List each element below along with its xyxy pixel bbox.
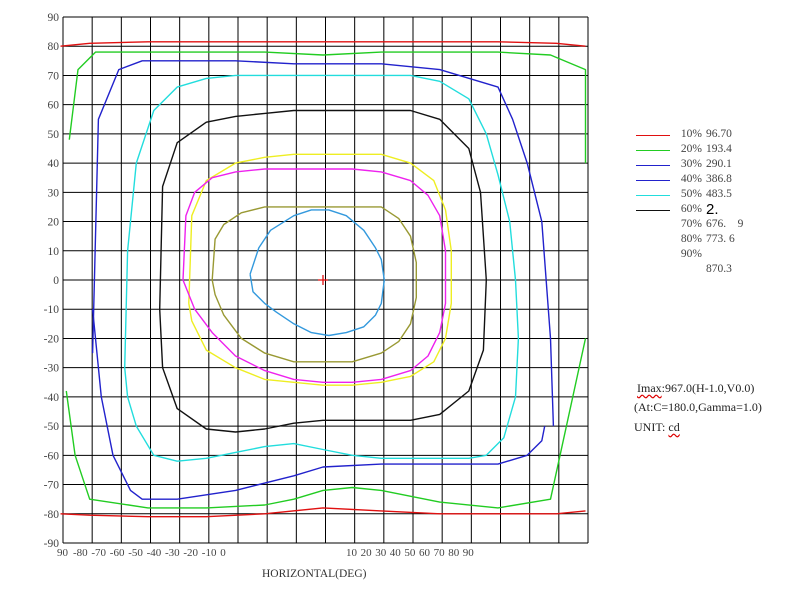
contour-60pct [159, 109, 487, 433]
contour-20pct [68, 51, 587, 164]
legend-value: 773. 6 [706, 233, 735, 245]
contour-curves [60, 41, 587, 518]
unit-prefix: UNIT: [634, 420, 669, 434]
x-tick-label: 90 [463, 547, 475, 559]
grid-lines [62, 16, 589, 544]
x-tick-label: -50 [128, 547, 143, 559]
y-tick-label: 90 [48, 12, 60, 24]
imax-label: Imax:967.0(H-1.0,V0.0) [637, 381, 754, 396]
legend-swatch [636, 135, 670, 136]
contour-10pct [60, 41, 586, 47]
legend-row: 40% 386.8 [632, 173, 800, 188]
legend-value: 2. [706, 201, 719, 218]
y-tick-label: -70 [44, 480, 60, 492]
unit-label: UNIT: cd [634, 420, 680, 435]
x-tick-label: 80 [448, 547, 460, 559]
legend-value: 290.1 [706, 158, 732, 170]
y-tick-label: 20 [48, 217, 60, 229]
legend-value: 870.3 [706, 263, 732, 275]
x-tick-label: 10 [346, 547, 358, 559]
contour-70pct [188, 153, 452, 386]
legend-percent: 10% [680, 128, 702, 140]
x-tick-label: -20 [183, 547, 198, 559]
imax-value: :967.0(H-1.0,V0.0) [661, 381, 755, 395]
legend-row: 70% 676. 9 [632, 218, 800, 233]
legend-value: 676. 9 [706, 218, 744, 230]
contour-30pct [91, 60, 555, 427]
legend-row: 80% 773. 6 [632, 233, 800, 248]
legend-percent: 90% [680, 248, 702, 260]
legend-percent: 50% [680, 188, 702, 200]
x-tick-label: 40 [390, 547, 402, 559]
legend-percent: 70% [680, 218, 702, 230]
legend-swatch [636, 180, 670, 181]
x-tick-labels: 90 -80 -70 -60 -50 -40 -30 -20 -10 0 10 20 30 40 50 60 7… [57, 547, 474, 559]
center-marker [318, 275, 328, 285]
legend-percent: 40% [680, 173, 702, 185]
x-tick-label: 70 [434, 547, 446, 559]
y-tick-label: 50 [48, 129, 60, 141]
legend-percent: 80% [680, 233, 702, 245]
contour-10pct [60, 507, 586, 518]
y-tick-label: 40 [48, 158, 60, 170]
legend-swatch [636, 165, 670, 166]
y-tick-label: -80 [44, 509, 60, 521]
legend-value: 96.70 [706, 128, 732, 140]
at-label: (At:C=180.0,Gamma=1.0) [634, 400, 762, 414]
y-tick-label: -90 [44, 538, 60, 550]
contour-30pct [91, 309, 546, 500]
legend-row: 20% 193.4 [632, 143, 800, 158]
y-tick-label: 60 [48, 100, 60, 112]
x-tick-label: -70 [91, 547, 106, 559]
x-tick-label: 0 [220, 547, 226, 559]
legend-row: 10% 96.70 [632, 128, 800, 143]
y-tick-label: 30 [48, 187, 60, 199]
unit-value: cd [668, 420, 680, 434]
contour-40pct [124, 74, 520, 462]
x-tick-label: 30 [375, 547, 387, 559]
contour-80pct [182, 168, 447, 383]
x-tick-label: 20 [361, 547, 373, 559]
legend-value: 483.5 [706, 188, 732, 200]
legend-row: 50% 483.5 [632, 188, 800, 203]
x-tick-label: -10 [202, 547, 217, 559]
legend-swatch [636, 150, 670, 151]
y-tick-label: 10 [48, 246, 60, 258]
legend-swatch [636, 195, 670, 196]
imax-prefix: Imax [637, 381, 662, 395]
legend-row: 870.3 [632, 263, 800, 278]
legend: 10% 96.70 20% 193.4 30% 290.1 40% 386.8 50% 483.5… [632, 128, 800, 278]
y-tick-label: 70 [48, 70, 60, 82]
y-tick-label: 80 [48, 41, 60, 53]
contour-90pct [211, 206, 417, 363]
contour-20pct [65, 338, 587, 509]
contour-innermost [249, 209, 385, 337]
legend-row: 30% 290.1 [632, 158, 800, 173]
y-tick-label: -10 [44, 304, 60, 316]
x-tick-label: 50 [404, 547, 416, 559]
legend-value: 193.4 [706, 143, 732, 155]
y-tick-label: 0 [53, 275, 59, 287]
legend-swatch [636, 210, 670, 211]
legend-value: 386.8 [706, 173, 732, 185]
x-tick-label: 90 [57, 547, 69, 559]
legend-percent: 30% [680, 158, 702, 170]
y-tick-labels: 90 80 70 60 50 40 30 20 10 0 -10 -20 -30 -40 -50 -60 -70… [44, 12, 60, 550]
y-tick-label: -60 [44, 450, 60, 462]
legend-percent: 60% [680, 203, 702, 215]
y-tick-label: -50 [44, 421, 60, 433]
legend-percent: 20% [680, 143, 702, 155]
x-tick-label: -80 [73, 547, 88, 559]
x-axis-title: HORIZONTAL(DEG) [262, 568, 367, 580]
y-tick-label: -20 [44, 333, 60, 345]
legend-row: 90% [632, 248, 800, 263]
x-tick-label: -30 [165, 547, 180, 559]
x-tick-label: 60 [419, 547, 431, 559]
x-tick-label: -60 [110, 547, 125, 559]
legend-row: 60% 2. [632, 201, 800, 218]
x-tick-label: -40 [147, 547, 162, 559]
y-tick-label: -30 [44, 363, 60, 375]
y-tick-label: -40 [44, 392, 60, 404]
